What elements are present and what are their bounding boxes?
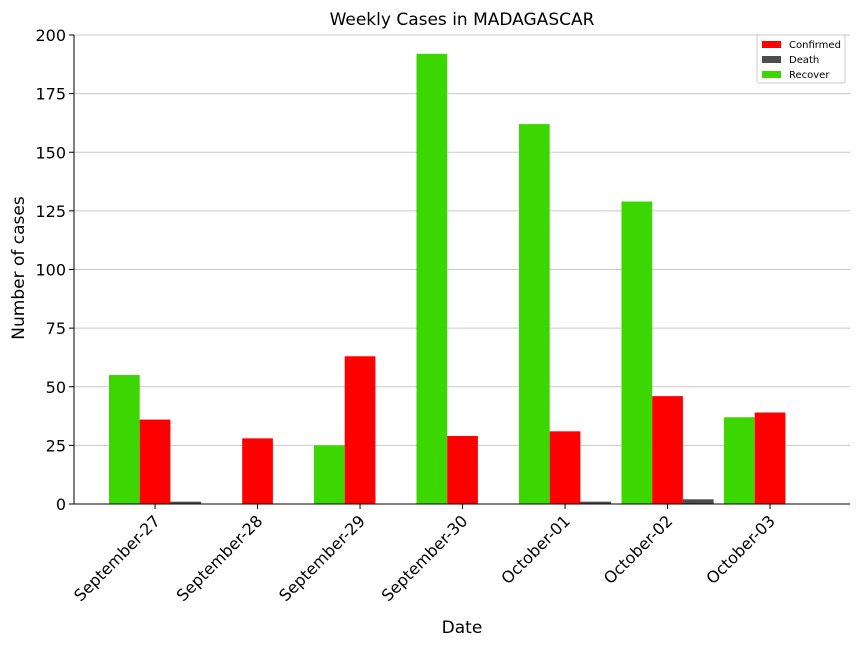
x-tick-label: October-01 xyxy=(497,511,573,587)
bar-confirmed xyxy=(447,435,478,504)
bar-confirmed xyxy=(344,356,376,504)
x-tick-label: September-30 xyxy=(378,511,472,605)
bars xyxy=(109,53,786,505)
bar-confirmed xyxy=(242,438,273,504)
y-tick-label: 125 xyxy=(35,202,66,221)
chart-title: Weekly Cases in MADAGASCAR xyxy=(330,10,595,30)
bar-recover xyxy=(314,445,345,504)
x-axis-label: Date xyxy=(442,618,483,638)
x-tick-label: September-28 xyxy=(173,511,267,605)
legend-label-death: Death xyxy=(789,55,819,66)
y-tick-label: 100 xyxy=(35,261,66,280)
bar-death xyxy=(580,501,612,504)
x-tick-label: September-27 xyxy=(70,511,164,605)
y-ticks: 0 25 50 75 100 125 150 175 200 xyxy=(35,26,74,514)
y-tick-label: 25 xyxy=(46,436,66,455)
bar-confirmed xyxy=(652,396,683,504)
y-tick-label: 75 xyxy=(46,319,66,338)
x-ticks: September-27 September-28 September-29 Sept… xyxy=(70,504,779,605)
legend: Confirmed Death Recover xyxy=(756,34,846,84)
legend-swatch-confirmed xyxy=(762,41,781,48)
bar-confirmed xyxy=(549,431,581,504)
legend-swatch-recover xyxy=(762,71,781,78)
bar-confirmed xyxy=(754,412,786,504)
legend-label-confirmed: Confirmed xyxy=(789,40,841,51)
legend-label-recover: Recover xyxy=(789,70,830,81)
y-axis-label: Number of cases xyxy=(9,196,29,340)
bar-recover xyxy=(519,124,550,505)
x-tick-label: October-02 xyxy=(600,511,676,587)
bar-recover xyxy=(109,375,140,504)
y-tick-label: 0 xyxy=(56,495,66,514)
y-tick-label: 150 xyxy=(35,143,66,162)
legend-swatch-death xyxy=(762,56,781,63)
bar-confirmed xyxy=(139,419,171,504)
x-tick-label: October-03 xyxy=(702,511,778,587)
y-tick-label: 175 xyxy=(35,85,66,104)
bar-recover xyxy=(724,417,755,504)
bar-death xyxy=(170,501,202,504)
y-tick-label: 200 xyxy=(35,26,66,45)
bar-death xyxy=(682,499,714,504)
y-tick-label: 50 xyxy=(46,378,66,397)
bar-recover xyxy=(621,201,653,504)
bar-recover xyxy=(416,53,448,504)
x-tick-label: September-29 xyxy=(275,511,369,605)
grid-lines xyxy=(74,34,850,446)
